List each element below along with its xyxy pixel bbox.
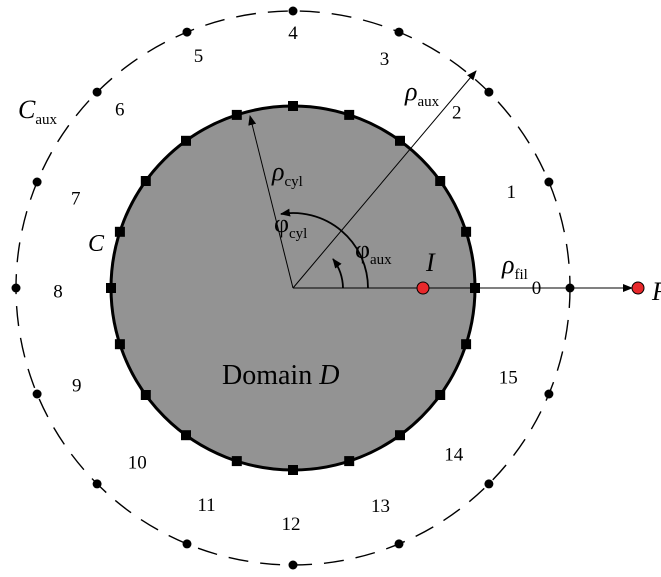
aux-point [544, 389, 554, 399]
boundary-square [435, 176, 446, 186]
aux-point [182, 27, 192, 37]
aux-point-label: 15 [499, 368, 518, 389]
aux-point [182, 539, 192, 549]
rho-fil-label: ρfil [501, 250, 528, 283]
aux-point [11, 283, 21, 293]
aux-point [484, 87, 494, 97]
aux-point [288, 560, 298, 570]
aux-point-label: 14 [444, 445, 464, 466]
aux-point-label: 13 [371, 496, 390, 517]
boundary-square [106, 283, 116, 293]
rho-aux-label: ρaux [404, 77, 440, 110]
rho-cyl-label: ρcyl [271, 157, 303, 190]
inner-point-I [416, 281, 430, 295]
boundary-square [231, 109, 242, 120]
boundary-square [181, 430, 191, 441]
boundary-square [435, 390, 446, 400]
aux-point-label: 8 [53, 282, 63, 303]
boundary-square [114, 226, 125, 237]
boundary-square [288, 101, 298, 111]
auxiliary-points [11, 6, 575, 570]
phi-cyl-arc [280, 208, 369, 289]
aux-point-label: 10 [128, 453, 147, 474]
aux-point-label: 1 [506, 182, 516, 203]
aux-point [484, 479, 494, 489]
aux-point-label: 4 [288, 23, 298, 44]
phi-aux-label: φaux [355, 235, 392, 268]
aux-point-label: 6 [115, 99, 125, 120]
boundary-square [461, 339, 472, 350]
aux-contour-label: Caux [18, 95, 58, 128]
aux-point [544, 177, 554, 187]
rho-cyl-arrow [248, 115, 294, 289]
boundary-square [114, 339, 125, 350]
boundary-square [181, 135, 191, 146]
domain-label: Domain D [222, 360, 339, 391]
phi-aux-arc [332, 258, 344, 289]
boundary-square [288, 465, 298, 475]
aux-point [32, 177, 42, 187]
filament-point [631, 281, 645, 295]
aux-point [394, 27, 404, 37]
aux-point-label: 11 [197, 495, 215, 516]
aux-point-label: 3 [380, 49, 390, 70]
aux-point [32, 389, 42, 399]
aux-point [92, 87, 102, 97]
boundary-square [395, 430, 405, 441]
aux-point [394, 539, 404, 549]
boundary-square [344, 109, 355, 120]
aux-point-label: 12 [282, 514, 301, 535]
point-F-label: F [651, 277, 661, 306]
aux-point-label: 0 [532, 278, 542, 299]
boundary-square [395, 135, 405, 146]
boundary-square [231, 456, 242, 467]
point-I-label: I [425, 248, 436, 277]
boundary-square [140, 390, 151, 400]
boundary-square [140, 176, 151, 186]
contour-label: C [88, 231, 105, 257]
aux-point-label: 7 [71, 189, 81, 210]
boundary-square [344, 456, 355, 467]
aux-point-label: 9 [72, 376, 82, 397]
boundary-square [461, 226, 472, 237]
aux-point [288, 6, 298, 16]
aux-point-label: 5 [194, 46, 204, 67]
aux-point-label: 2 [452, 102, 462, 123]
rho-aux-arrow [292, 70, 477, 289]
phi-cyl-label: φcyl [274, 209, 307, 242]
aux-point [92, 479, 102, 489]
